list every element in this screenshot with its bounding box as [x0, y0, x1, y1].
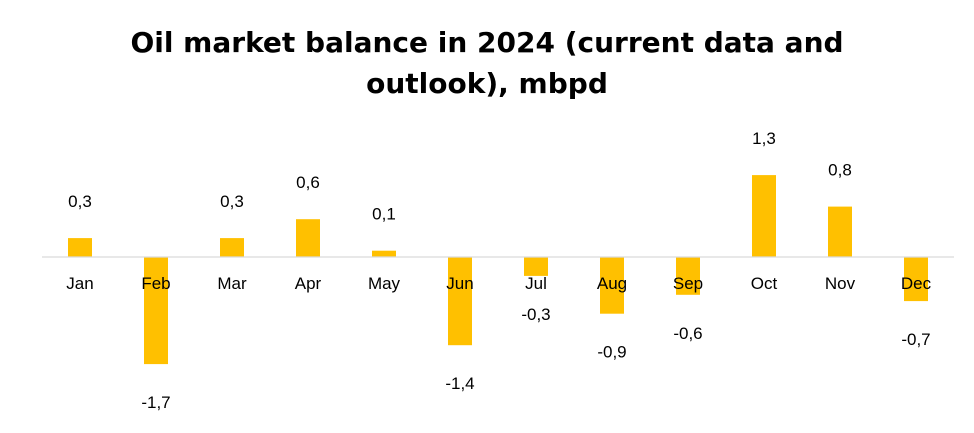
data-label-apr: 0,6: [296, 173, 320, 192]
data-label-may: 0,1: [372, 205, 396, 224]
category-label-oct: Oct: [751, 274, 778, 293]
bar-jan: [68, 238, 92, 257]
bar-jul: [524, 257, 548, 276]
bar-aug: [600, 257, 624, 314]
data-labels: 0,3 -1,7 0,3 0,6 0,1 -1,4 -0,3 -0,9 -0,6 1,3 0,8 -0…: [68, 129, 930, 412]
category-label-may: May: [368, 274, 401, 293]
bar-oct: [752, 175, 776, 257]
bar-mar: [220, 238, 244, 257]
data-label-sep: -0,6: [673, 324, 702, 343]
data-label-mar: 0,3: [220, 192, 244, 211]
bar-dec: [904, 257, 928, 302]
bar-apr: [296, 219, 320, 257]
category-label-apr: Apr: [295, 274, 322, 293]
category-label-mar: Mar: [217, 274, 247, 293]
data-label-jul: -0,3: [521, 305, 550, 324]
category-label-dec: Dec: [901, 274, 932, 293]
category-label-jan: Jan: [66, 274, 93, 293]
bar-sep: [676, 257, 700, 295]
category-label-jul: Jul: [525, 274, 547, 293]
category-label-aug: Aug: [597, 274, 627, 293]
bar-jun: [448, 257, 472, 346]
category-label-sep: Sep: [673, 274, 703, 293]
bar-may: [372, 250, 396, 257]
data-label-dec: -0,7: [901, 330, 930, 349]
chart-title-line-1: Oil market balance in 2024 (current data…: [130, 26, 844, 59]
data-label-aug: -0,9: [597, 343, 626, 362]
bar-feb: [144, 257, 168, 365]
category-label-jun: Jun: [446, 274, 473, 293]
data-label-oct: 1,3: [752, 129, 776, 148]
category-label-feb: Feb: [141, 274, 170, 293]
data-label-jun: -1,4: [445, 374, 474, 393]
data-label-feb: -1,7: [141, 393, 170, 412]
data-label-nov: 0,8: [828, 161, 852, 180]
chart-title: Oil market balance in 2024 (current data…: [0, 22, 974, 104]
category-labels: Jan Feb Mar Apr May Jun Jul Aug Sep Oct Nov Dec: [66, 274, 931, 293]
category-label-nov: Nov: [825, 274, 856, 293]
bar-nov: [828, 206, 852, 257]
data-label-jan: 0,3: [68, 192, 92, 211]
chart-title-line-2: outlook), mbpd: [366, 67, 608, 100]
bar-series: [68, 175, 928, 365]
